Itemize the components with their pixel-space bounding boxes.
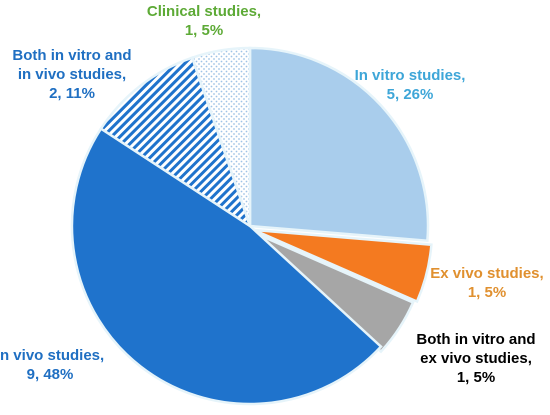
label-line: 1, 5%	[457, 369, 495, 386]
slice-clinical-studies	[190, 46, 252, 227]
label-line: 1, 5%	[185, 22, 223, 39]
slice-both-in-vitro-and-in-vivo-studies	[99, 56, 253, 230]
label-both-in-vitro-and-in-vivo-studies: Both in vitro and in vivo studies, 2, 11%	[12, 47, 131, 102]
slice-in-vivo-studies	[70, 126, 383, 406]
pie-slices	[70, 46, 433, 406]
label-line: ex vivo studies,	[420, 350, 532, 367]
slice-both-in-vitro-and-ex-vivo-studies	[249, 229, 415, 354]
label-in-vivo-studies: In vivo studies, 9, 48%	[0, 347, 104, 383]
label-line: in vivo studies,	[18, 66, 126, 83]
slice-in-vitro-studies	[248, 46, 430, 243]
pie-labels: In vitro studies, 5, 26% Ex vivo studies, 1…	[0, 3, 544, 386]
label-in-vitro-studies: In vitro studies, 5, 26%	[355, 67, 466, 103]
label-line: Both in vitro and	[12, 47, 131, 64]
label-clinical-studies: Clinical studies, 1, 5%	[147, 3, 261, 39]
slice-ex-vivo-studies	[253, 228, 433, 304]
label-line: Both in vitro and	[416, 331, 535, 348]
label-line: 2, 11%	[49, 85, 95, 102]
label-both-in-vitro-and-ex-vivo-studies: Both in vitro and ex vivo studies, 1, 5%	[416, 331, 535, 386]
label-line: 5, 26%	[387, 86, 434, 103]
label-line: In vivo studies,	[0, 347, 104, 364]
label-line: In vitro studies,	[355, 67, 466, 84]
label-line: Clinical studies,	[147, 3, 261, 20]
label-line: 9, 48%	[27, 366, 74, 383]
label-line: 1, 5%	[468, 284, 506, 301]
label-line: Ex vivo studies,	[430, 265, 543, 282]
label-ex-vivo-studies: Ex vivo studies, 1, 5%	[430, 265, 543, 301]
